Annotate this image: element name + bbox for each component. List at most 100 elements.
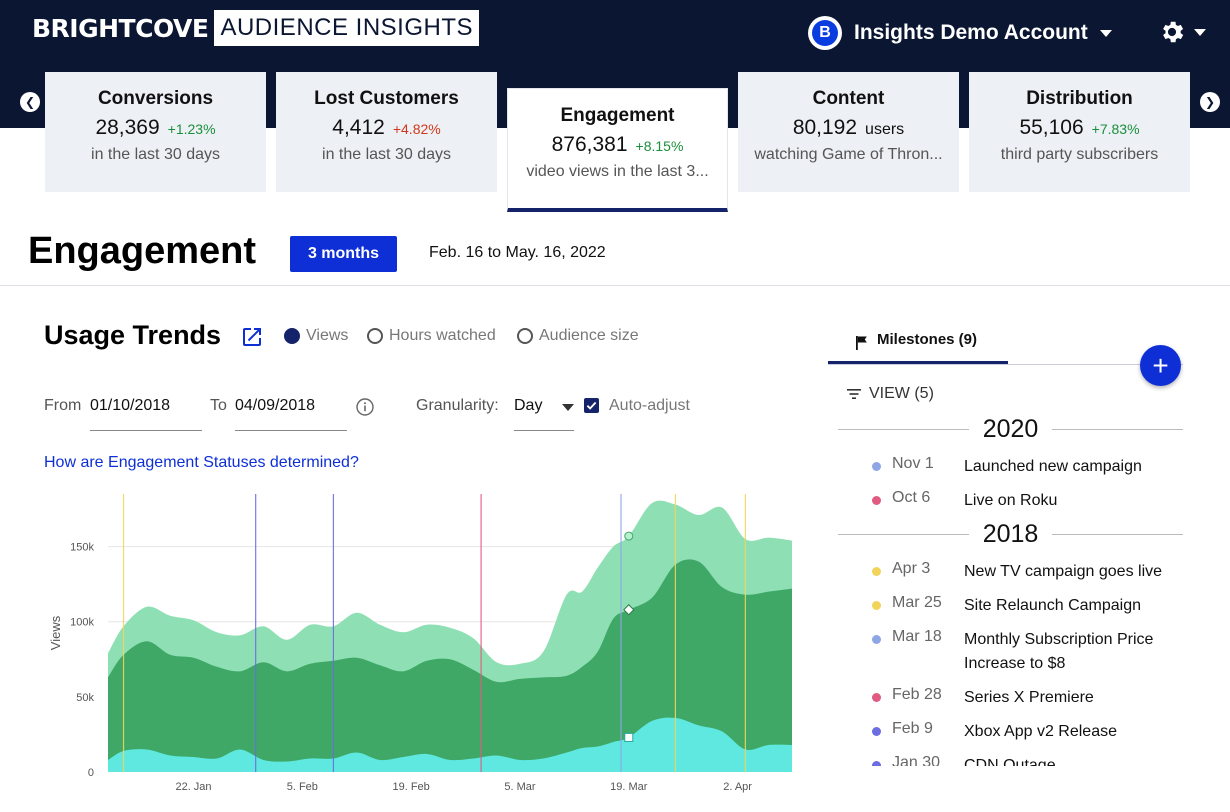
milestone-date: Feb 9 bbox=[892, 720, 933, 737]
milestone-date: Mar 18 bbox=[892, 628, 942, 645]
auto-adjust-checkbox[interactable] bbox=[584, 398, 599, 413]
milestone-title: Series X Premiere bbox=[964, 689, 1094, 706]
milestone-dot bbox=[872, 761, 881, 766]
granularity-select[interactable]: Day bbox=[514, 396, 574, 431]
granularity-value: Day bbox=[514, 397, 543, 414]
hover-marker bbox=[624, 531, 634, 541]
brand-logo[interactable]: BRIGHTCOVE AUDIENCE INSIGHTS bbox=[32, 10, 479, 46]
milestone-title: Live on Roku bbox=[964, 492, 1058, 509]
y-tick-label: 50k bbox=[76, 692, 94, 704]
info-icon bbox=[356, 398, 374, 416]
kpi-card-content[interactable]: Content 80,192 users watching Game of Th… bbox=[738, 72, 959, 192]
add-milestone-button[interactable]: + bbox=[1140, 345, 1181, 386]
hover-marker bbox=[623, 604, 635, 616]
filter-icon bbox=[847, 389, 861, 399]
chevron-down-icon bbox=[1194, 28, 1206, 36]
radio-icon bbox=[367, 328, 383, 344]
x-tick-label: 2. Apr bbox=[723, 781, 752, 793]
milestone-dot bbox=[872, 601, 881, 610]
section-title: Usage Trends bbox=[44, 320, 222, 350]
y-tick-label: 100k bbox=[70, 617, 94, 629]
to-date-input[interactable]: 04/09/2018 bbox=[235, 396, 347, 431]
x-tick-label: 22. Jan bbox=[175, 781, 211, 793]
year-label: 2018 bbox=[982, 520, 1039, 548]
year-divider: 2018 bbox=[838, 520, 1183, 549]
divider bbox=[0, 285, 1230, 286]
kpi-subtitle: video views in the last 3... bbox=[526, 163, 709, 180]
metric-radio-audience-size[interactable]: Audience size bbox=[517, 327, 639, 345]
gear-icon bbox=[1163, 21, 1184, 43]
settings-menu[interactable] bbox=[1158, 18, 1206, 46]
metric-radio-hours-watched[interactable]: Hours watched bbox=[367, 327, 496, 345]
kpi-title: Content bbox=[812, 88, 885, 109]
kpi-card-engagement[interactable]: Engagement 876,381 +8.15% video views in… bbox=[507, 88, 728, 212]
kpi-title: Lost Customers bbox=[314, 88, 459, 109]
account-logo-letter: B bbox=[812, 20, 838, 46]
account-logo-icon: B bbox=[808, 16, 842, 50]
checkmark-icon bbox=[586, 401, 597, 410]
chevron-left-icon: ❮ bbox=[24, 95, 36, 109]
kpi-card-distribution[interactable]: Distribution 55,106 +7.83% third party s… bbox=[969, 72, 1190, 192]
kpi-delta: +1.23% bbox=[167, 121, 216, 137]
tab-milestones[interactable]: Milestones (9) bbox=[828, 331, 1008, 365]
usage-trends-chart[interactable]: 0 50k 100k 150k Views 22. Jan 5. Feb 19. Feb 5.… bbox=[40, 490, 800, 796]
kpi-title: Conversions bbox=[97, 88, 214, 109]
account-switcher[interactable]: B Insights Demo Account bbox=[808, 16, 1112, 50]
milestone-title: New TV campaign goes live bbox=[964, 563, 1163, 580]
milestone-date: Nov 1 bbox=[892, 455, 934, 472]
view-filter-button[interactable]: VIEW (5) bbox=[846, 385, 934, 403]
external-link-icon bbox=[243, 328, 261, 346]
plus-icon: + bbox=[1152, 349, 1169, 381]
kpi-subtitle: in the last 30 days bbox=[91, 146, 220, 163]
milestone-title: Xbox App v2 Release bbox=[964, 723, 1117, 740]
tab-underline bbox=[828, 364, 1183, 365]
date-range-text: Feb. 16 to May. 16, 2022 bbox=[429, 244, 606, 261]
metric-radio-views[interactable]: Views bbox=[284, 327, 348, 345]
kpi-delta: +4.82% bbox=[392, 121, 441, 137]
milestone-title: Site Relaunch Campaign bbox=[964, 597, 1141, 614]
milestone-date: Oct 6 bbox=[892, 489, 931, 506]
date-info-button[interactable] bbox=[356, 398, 374, 421]
chevron-down-icon bbox=[1099, 29, 1112, 37]
milestone-dot bbox=[872, 462, 881, 471]
year-divider: 2020 bbox=[838, 415, 1183, 444]
milestone-date: Apr 3 bbox=[892, 560, 931, 577]
open-external-button[interactable] bbox=[240, 325, 264, 354]
radio-label: Views bbox=[306, 327, 349, 344]
kpi-delta: +8.15% bbox=[635, 138, 684, 154]
kpi-unit: users bbox=[865, 121, 905, 138]
carousel-next-button[interactable]: ❯ bbox=[1200, 92, 1220, 112]
auto-adjust-label: Auto-adjust bbox=[609, 397, 690, 414]
kpi-card-conversions[interactable]: Conversions 28,369 +1.23% in the last 30… bbox=[45, 72, 266, 192]
range-button[interactable]: 3 months bbox=[290, 236, 397, 272]
from-date-input[interactable]: 01/10/2018 bbox=[90, 396, 202, 431]
milestone-date: Jan 30 bbox=[892, 754, 941, 766]
radio-label: Audience size bbox=[539, 327, 639, 344]
page-title: Engagement bbox=[28, 230, 257, 272]
kpi-value: 80,192 bbox=[792, 116, 858, 139]
milestone-title: Monthly Subscription Price Increase to $… bbox=[964, 631, 1154, 672]
engagement-status-help-link[interactable]: How are Engagement Statuses determined? bbox=[44, 454, 359, 471]
radio-icon bbox=[517, 328, 533, 344]
kpi-subtitle: watching Game of Thron... bbox=[754, 146, 943, 163]
brand-wordmark: BRIGHTCOVE bbox=[32, 13, 209, 43]
product-name: AUDIENCE INSIGHTS bbox=[214, 10, 479, 46]
kpi-subtitle: third party subscribers bbox=[1000, 146, 1159, 163]
carousel-prev-button[interactable]: ❮ bbox=[20, 92, 40, 112]
granularity-label: Granularity: bbox=[416, 397, 499, 414]
kpi-subtitle: in the last 30 days bbox=[322, 146, 451, 163]
hover-marker bbox=[624, 732, 634, 742]
milestone-dot bbox=[872, 693, 881, 702]
chevron-right-icon: ❯ bbox=[1204, 95, 1216, 109]
x-tick-label: 19. Feb bbox=[392, 781, 429, 793]
x-tick-label: 5. Feb bbox=[287, 781, 318, 793]
chevron-down-icon bbox=[562, 404, 574, 411]
y-tick-label: 150k bbox=[70, 542, 94, 554]
kpi-card-lost-customers[interactable]: Lost Customers 4,412 +4.82% in the last … bbox=[276, 72, 497, 192]
from-label: From bbox=[44, 397, 82, 414]
kpi-value: 55,106 bbox=[1019, 116, 1084, 139]
radio-label: Hours watched bbox=[389, 327, 496, 344]
y-tick-label: 0 bbox=[88, 767, 94, 779]
kpi-delta: +7.83% bbox=[1091, 121, 1140, 137]
view-filter-label: VIEW (5) bbox=[869, 385, 934, 402]
